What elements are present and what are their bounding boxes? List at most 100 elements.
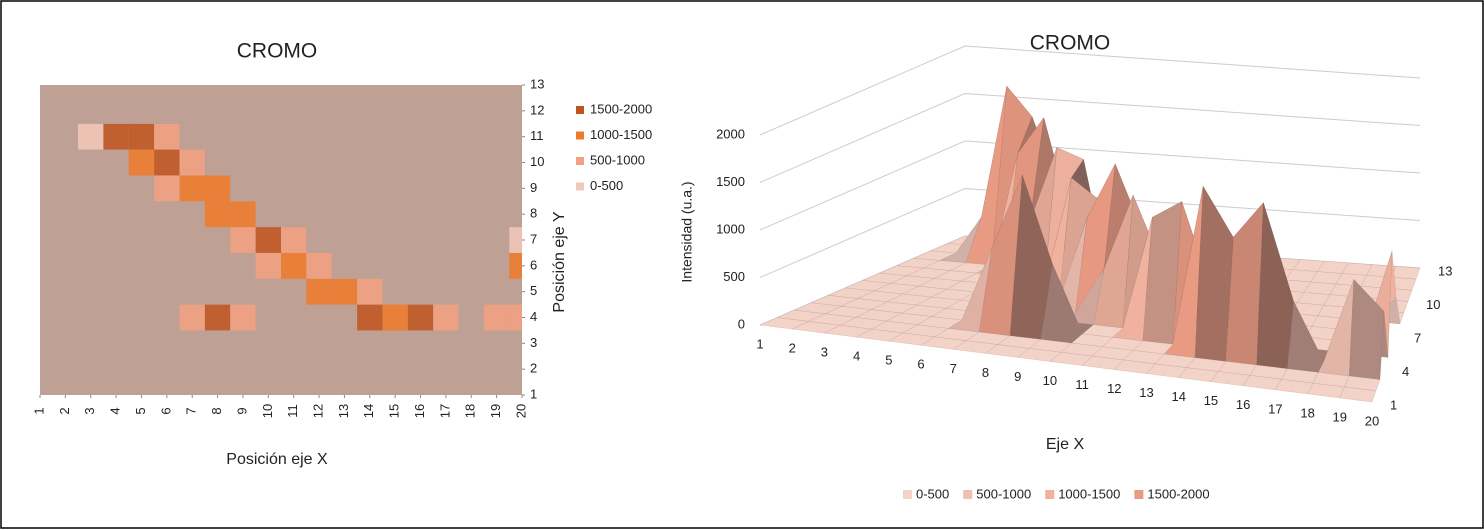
cell <box>52 227 79 253</box>
cell <box>382 304 408 331</box>
cell <box>458 149 484 176</box>
x-tick-label: 2 <box>789 340 796 355</box>
cell <box>128 123 155 150</box>
x-axis-label: Posición eje X <box>226 451 328 468</box>
cell <box>204 85 231 98</box>
grid-line <box>759 45 1421 136</box>
x-tick-label: 20 <box>1365 413 1379 428</box>
y-tick-label: 4 <box>1402 364 1409 379</box>
cell <box>154 278 180 305</box>
cell <box>52 252 79 279</box>
cell <box>357 227 383 253</box>
cell <box>230 123 256 150</box>
cell <box>483 227 510 253</box>
cell <box>433 382 459 395</box>
y-tick-label: 5 <box>530 283 537 298</box>
cell <box>433 123 459 150</box>
x-tick-label: 11 <box>1075 377 1089 392</box>
cell <box>128 149 155 176</box>
cell <box>331 278 358 305</box>
cell <box>483 85 510 98</box>
cell <box>458 175 484 202</box>
cell <box>458 123 484 150</box>
x-tick-label: 11 <box>285 404 300 418</box>
cell <box>179 356 205 383</box>
grid-line <box>759 140 1421 231</box>
cell <box>78 330 104 357</box>
cell <box>40 278 53 305</box>
cell <box>52 201 79 228</box>
x-tick-label: 9 <box>234 407 249 414</box>
cell <box>230 97 256 124</box>
cell <box>40 382 53 395</box>
cell <box>103 382 129 395</box>
cell <box>357 201 383 228</box>
cell <box>407 149 434 176</box>
cell <box>509 278 522 305</box>
grid-line <box>759 187 1421 278</box>
cell <box>255 382 281 395</box>
x-tick-label: 18 <box>463 404 478 418</box>
y-tick-label: 10 <box>1426 297 1440 312</box>
cell <box>483 330 510 357</box>
cell <box>509 201 522 228</box>
cell <box>103 149 129 176</box>
cell <box>407 356 434 383</box>
cell <box>509 227 522 253</box>
legend-label: 0-500 <box>590 178 623 193</box>
cell <box>179 278 205 305</box>
x-tick-label: 6 <box>158 407 173 414</box>
cell <box>78 149 104 176</box>
y-tick-label: 10 <box>530 154 544 169</box>
z-tick-label: 500 <box>723 269 745 284</box>
x-tick-label: 5 <box>133 407 148 414</box>
cell <box>103 356 129 383</box>
x-tick-label: 8 <box>209 407 224 414</box>
cell <box>483 97 510 124</box>
cell <box>255 85 281 98</box>
cell <box>204 252 231 279</box>
cell <box>52 123 79 150</box>
cell <box>154 97 180 124</box>
z-tick-label: 0 <box>738 316 745 331</box>
cell <box>154 330 180 357</box>
cell <box>331 304 358 331</box>
cell <box>382 356 408 383</box>
cell <box>509 175 522 202</box>
cell <box>458 356 484 383</box>
y-tick-label: 6 <box>530 257 537 272</box>
y-tick-label: 7 <box>1414 330 1421 345</box>
legend-label: 500-1000 <box>976 486 1031 501</box>
cell <box>128 382 155 395</box>
cell <box>103 85 129 98</box>
cell <box>40 175 53 202</box>
cell <box>52 356 79 383</box>
cell <box>103 252 129 279</box>
legend-label: 1500-2000 <box>1147 486 1209 501</box>
cell <box>458 252 484 279</box>
cell <box>255 149 281 176</box>
cell <box>40 85 53 98</box>
cell <box>483 382 510 395</box>
x-tick-label: 10 <box>1043 373 1057 388</box>
cell <box>103 330 129 357</box>
cell <box>281 97 307 124</box>
z-axis-label: Intensidad (u.a.) <box>679 181 695 282</box>
cell <box>433 304 459 331</box>
cell <box>230 278 256 305</box>
y-tick-label: 7 <box>530 231 537 246</box>
cell <box>281 330 307 357</box>
cell <box>255 201 281 228</box>
cell <box>357 278 383 305</box>
x-tick-label: 3 <box>82 407 97 414</box>
cell <box>154 382 180 395</box>
cell <box>230 330 256 357</box>
cell <box>255 175 281 202</box>
y-axis-label: Posición eje Y <box>551 211 568 312</box>
cell <box>306 382 332 395</box>
cell <box>52 382 79 395</box>
x-tick-label: 17 <box>437 404 452 418</box>
legend-label: 0-500 <box>916 486 949 501</box>
cell <box>128 330 155 357</box>
cell <box>433 227 459 253</box>
